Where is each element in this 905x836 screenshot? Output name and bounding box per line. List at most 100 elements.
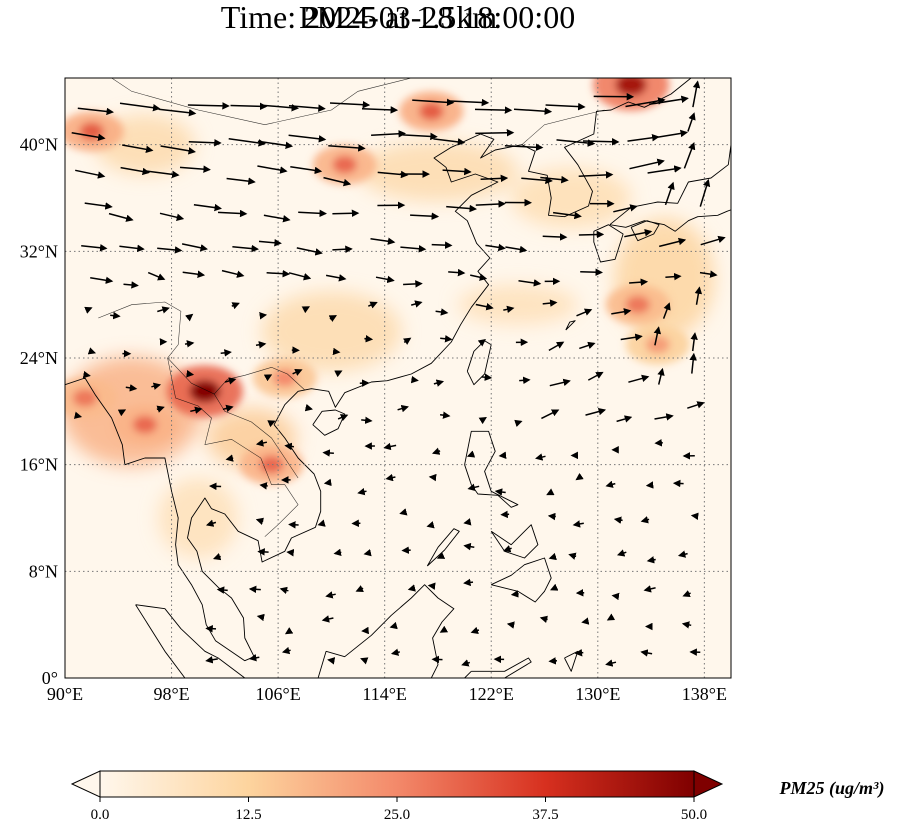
wind-arrow bbox=[540, 175, 569, 184]
wind-arrow bbox=[260, 104, 299, 112]
longitude-tick-label: 106°E bbox=[256, 684, 301, 704]
coastline-segment bbox=[630, 220, 660, 242]
wind-arrow bbox=[494, 488, 506, 496]
wind-arrow bbox=[477, 338, 486, 347]
wind-arrow bbox=[84, 202, 113, 210]
wind-arrow bbox=[627, 134, 660, 142]
pm25-haze-3 bbox=[357, 141, 518, 202]
wind-arrow bbox=[475, 200, 506, 208]
wind-arrow bbox=[370, 237, 396, 245]
wind-arrow bbox=[361, 416, 373, 425]
wind-arrow bbox=[304, 403, 313, 412]
wind-arrow bbox=[402, 132, 438, 141]
wind-arrow bbox=[411, 300, 423, 308]
wind-arrow bbox=[439, 625, 449, 633]
wind-arrow bbox=[147, 271, 166, 281]
wind-arrow bbox=[700, 235, 726, 246]
wind-arrow bbox=[123, 281, 139, 289]
wind-arrow bbox=[535, 453, 546, 461]
wind-arrow bbox=[547, 512, 556, 521]
wind-arrow bbox=[431, 447, 441, 455]
wind-arrow bbox=[288, 521, 299, 529]
wind-arrow bbox=[576, 308, 593, 317]
wind-arrow bbox=[205, 656, 218, 664]
wind-arrow bbox=[578, 230, 605, 239]
wind-arrow bbox=[125, 384, 138, 392]
wind-arrow bbox=[337, 414, 349, 422]
latitude-tick-labels: 0° 8°N 16°N 24°N 32°N 40°N bbox=[20, 135, 58, 688]
pm25-haze-8 bbox=[457, 284, 578, 325]
wind-arrow bbox=[232, 244, 259, 253]
wind-arrow bbox=[332, 347, 341, 356]
country-border bbox=[521, 109, 605, 145]
wind-arrow bbox=[158, 108, 197, 117]
coastline-segment bbox=[593, 224, 624, 263]
pm25-hotspot bbox=[132, 415, 158, 434]
wind-arrow bbox=[467, 483, 480, 491]
coastline-segment bbox=[317, 584, 455, 678]
country-border bbox=[167, 357, 299, 537]
colorbar-ticks: 0.0 12.5 25.0 37.5 50.0 bbox=[91, 797, 707, 823]
pm25-hotspot bbox=[272, 369, 297, 387]
wind-arrow bbox=[689, 352, 697, 374]
pm25-hotspot bbox=[615, 78, 647, 96]
wind-arrow bbox=[151, 382, 162, 390]
wind-arrow bbox=[629, 278, 649, 286]
wind-arrow bbox=[255, 517, 264, 525]
wind-arrow bbox=[364, 334, 374, 343]
wind-arrow bbox=[625, 97, 666, 108]
pm25-hotspot bbox=[419, 102, 444, 121]
wind-arrow bbox=[403, 337, 412, 345]
wind-arrow bbox=[503, 305, 515, 314]
wind-arrow bbox=[322, 449, 334, 457]
wind-arrow bbox=[410, 212, 440, 220]
wind-arrow bbox=[470, 273, 488, 281]
wind-arrow bbox=[397, 404, 409, 413]
wind-vectors bbox=[71, 80, 726, 667]
wind-arrow bbox=[681, 621, 692, 629]
wind-arrow bbox=[255, 341, 267, 349]
wind-arrow bbox=[279, 586, 289, 595]
wind-arrow bbox=[71, 131, 106, 141]
wind-arrow bbox=[478, 417, 487, 425]
wind-arrow bbox=[549, 378, 571, 387]
wind-arrow bbox=[448, 268, 466, 277]
wind-arrow bbox=[654, 413, 674, 421]
wind-arrow bbox=[187, 102, 230, 110]
wind-arrow bbox=[332, 209, 360, 217]
wind-arrow bbox=[159, 212, 185, 221]
wind-arrow bbox=[470, 626, 480, 634]
longitude-tick-label: 114°E bbox=[362, 684, 407, 704]
wind-arrow bbox=[87, 347, 97, 355]
wind-arrow bbox=[317, 519, 326, 527]
wind-arrow bbox=[514, 419, 523, 427]
pm25-hotspot bbox=[259, 455, 284, 474]
wind-arrow bbox=[574, 648, 584, 657]
wind-arrow bbox=[587, 371, 604, 381]
wind-arrow bbox=[266, 269, 291, 278]
wind-arrow bbox=[646, 556, 656, 564]
wind-arrow bbox=[572, 520, 584, 528]
wind-arrow bbox=[412, 98, 455, 107]
wind-arrow bbox=[399, 508, 408, 516]
wind-arrow bbox=[613, 204, 638, 213]
wind-arrow bbox=[513, 107, 553, 115]
wind-arrow bbox=[605, 480, 616, 488]
latitude-tick-label: 0° bbox=[42, 668, 58, 688]
wind-arrow bbox=[542, 233, 568, 241]
wind-arrow bbox=[433, 379, 445, 387]
wind-arrow bbox=[690, 512, 699, 521]
wind-arrow bbox=[541, 409, 560, 420]
pm25-hotspot bbox=[189, 380, 221, 403]
wind-arrow bbox=[461, 659, 471, 667]
wind-arrow bbox=[699, 178, 711, 207]
pm25-haze-4 bbox=[511, 168, 632, 228]
wind-arrow bbox=[575, 472, 584, 481]
wind-arrow bbox=[628, 374, 650, 383]
wind-arrow bbox=[231, 302, 240, 310]
country-border bbox=[111, 78, 412, 125]
wind-arrow bbox=[407, 584, 416, 592]
wind-arrow bbox=[190, 406, 203, 414]
colorbar-tick-label: 12.5 bbox=[235, 807, 261, 823]
